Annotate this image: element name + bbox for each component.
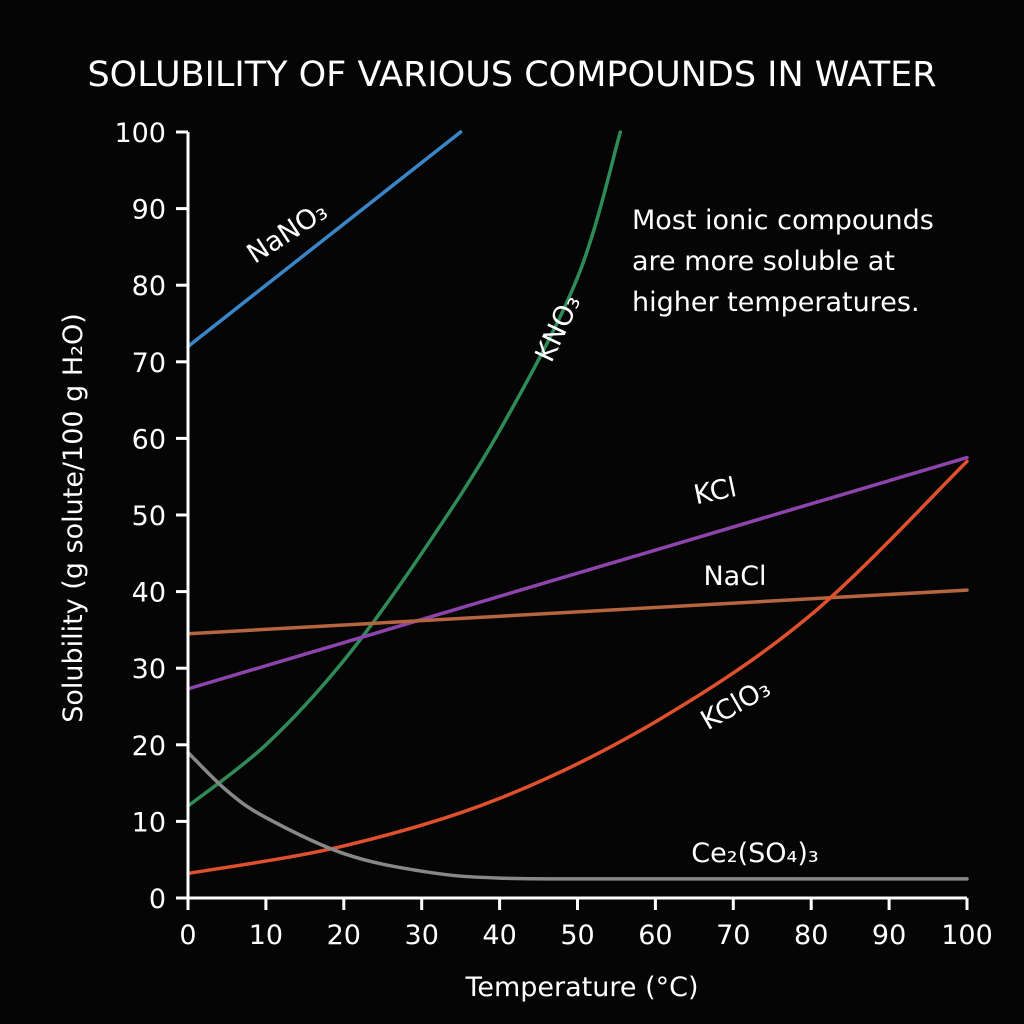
x-tick-label: 30 [405, 920, 439, 951]
x-tick-label: 90 [872, 920, 906, 951]
x-tick-label: 80 [794, 920, 828, 951]
y-tick-label: 20 [132, 731, 166, 762]
y-tick-label: 50 [132, 501, 166, 532]
series-line-kcl [186, 455, 969, 691]
series-line-kno [186, 130, 623, 808]
annotation-line: higher temperatures. [632, 287, 920, 318]
x-tick-label: 20 [327, 920, 361, 951]
y-tick-label: 90 [132, 195, 166, 226]
y-tick-label: 60 [132, 424, 166, 455]
x-axis-label: Temperature (°C) [464, 972, 698, 1003]
annotation-line: are more soluble at [632, 246, 895, 277]
y-axis-label: Solubility (g solute/100 g H₂O) [58, 313, 89, 723]
x-tick-label: 40 [482, 920, 516, 951]
x-tick-label: 70 [716, 920, 750, 951]
x-tick-label: 0 [179, 920, 196, 951]
series-label-ceso: Ce₂(SO₄)₃ [691, 838, 818, 869]
series-line-nacl [186, 588, 969, 636]
y-tick-label: 100 [114, 118, 166, 149]
y-tick-label: 70 [132, 348, 166, 379]
y-tick-label: 10 [132, 807, 166, 838]
x-tick-label: 10 [249, 920, 283, 951]
chart-title: SOLUBILITY OF VARIOUS COMPOUNDS IN WATER [87, 55, 936, 95]
y-tick-label: 40 [132, 578, 166, 609]
series-line-ceso [186, 750, 969, 881]
x-tick-label: 50 [560, 920, 594, 951]
x-tick-label: 100 [941, 920, 993, 951]
series-label-nacl: NaCl [703, 561, 766, 592]
y-tick-label: 80 [132, 271, 166, 302]
series-line-nano [186, 130, 463, 349]
x-tick-label: 60 [638, 920, 672, 951]
y-tick-label: 30 [132, 654, 166, 685]
annotation: Most ionic compounds are more soluble at… [632, 205, 934, 318]
y-tick-label: 0 [149, 884, 166, 915]
annotation-line: Most ionic compounds [632, 205, 934, 236]
